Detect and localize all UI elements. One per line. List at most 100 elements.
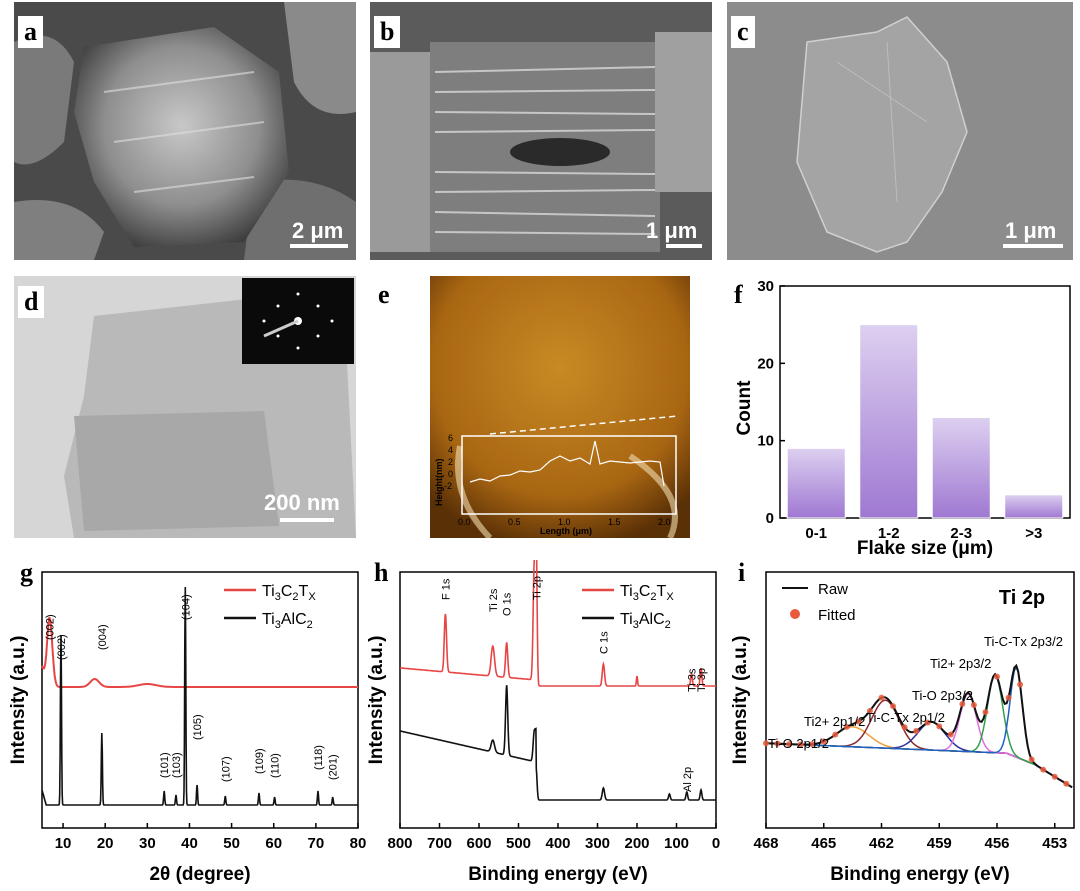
chart-h-xtick-400: 400 bbox=[545, 835, 570, 852]
chart-g-ylabel: Intensity (a.u.) bbox=[8, 636, 29, 765]
chart-i-fitted-point bbox=[947, 731, 954, 738]
chart-g-legend-ti3c2tx: Ti3C2TX bbox=[262, 583, 316, 603]
chart-i-fitted-point bbox=[878, 694, 885, 701]
panel-e-afm-image: 6 4 2 0 -2 0.0 0.5 1.0 1.5 2.0 Length (μ… bbox=[430, 276, 690, 538]
chart-i-fitted-point bbox=[1063, 780, 1070, 787]
chart-f-ytick-0: 0 bbox=[766, 510, 774, 527]
chart-f-bar-1-2 bbox=[859, 324, 919, 519]
chart-g-xlabel: 2θ (degree) bbox=[149, 864, 250, 885]
chart-i-fitted-point bbox=[763, 740, 769, 747]
chart-i-fitted-point bbox=[936, 723, 943, 730]
chart-g-legend-ti3alc2: Ti3AlC2 bbox=[262, 611, 313, 631]
chart-i-fitted-point bbox=[994, 673, 1000, 680]
chart-f-xlabel: Flake size (μm) bbox=[857, 538, 993, 558]
chart-h-peak-ti-2s: Ti 2s bbox=[488, 588, 500, 612]
chart-g-peak-ti3alc2-107-48-5: (107) bbox=[220, 756, 232, 782]
chart-i-label-ti-c-tx-2p3-2: Ti-C-Tx 2p3/2 bbox=[984, 634, 1063, 649]
chart-i-xlabel: Binding energy (eV) bbox=[830, 864, 1009, 885]
chart-g-peak-ti3alc2-103-36-8: (103) bbox=[171, 752, 183, 778]
chart-i-label-ti-o-2p1-2: Ti-O 2p1/2 bbox=[768, 736, 829, 751]
afm-inset-ytick-2: 2 bbox=[448, 457, 453, 467]
chart-h-peak-f-1s: F 1s bbox=[440, 578, 452, 600]
chart-i-fitted-point bbox=[924, 719, 931, 726]
chart-h-peak-ti-3p: Ti 3p bbox=[696, 668, 708, 692]
chart-f-xtick-3: >3 bbox=[1025, 525, 1042, 542]
chart-i-fitted-point bbox=[1040, 766, 1047, 773]
chart-h-peak-ti-3s: Ti 3s bbox=[687, 668, 699, 692]
chart-f-xtick-1-2: 1-2 bbox=[878, 525, 900, 542]
scalebar-d bbox=[280, 518, 334, 522]
chart-i-fitted-point bbox=[890, 703, 897, 710]
chart-h-xtick-600: 600 bbox=[466, 835, 491, 852]
chart-i-fitted-point bbox=[1051, 773, 1058, 780]
chart-g-xrd-pattern: (002)(002) (004) (101) (103) (104) (105) (107)… bbox=[8, 571, 366, 885]
scalebar-label-d: 200 nm bbox=[264, 490, 340, 515]
chart-i-fitted-point bbox=[970, 702, 977, 709]
chart-i-fitted-point bbox=[901, 724, 908, 731]
panel-b-sem-image: b 1 μm bbox=[370, 2, 712, 260]
chart-i-fitted-point bbox=[855, 718, 862, 725]
scalebar-label-b: 1 μm bbox=[646, 218, 698, 243]
panel-label-f: f bbox=[734, 280, 743, 309]
panel-label-c: c bbox=[731, 16, 755, 48]
panel-label-e: e bbox=[378, 280, 390, 309]
chart-g-peak-ti3alc2-110-60-2: (110) bbox=[270, 753, 282, 778]
chart-g-xtick-40: 40 bbox=[181, 835, 198, 852]
panel-label-a: a bbox=[18, 16, 43, 48]
chart-i-xtick-465: 465 bbox=[811, 835, 836, 852]
afm-inset-xtick-10: 1.0 bbox=[558, 517, 571, 527]
panel-d-tem-image: d 200 nm bbox=[14, 276, 356, 538]
afm-inset-xtick-15: 1.5 bbox=[608, 517, 621, 527]
chart-g-xtick-20: 20 bbox=[97, 835, 114, 852]
afm-image-e bbox=[430, 276, 690, 538]
chart-h-xtick-800: 800 bbox=[387, 835, 412, 852]
chart-g-peak-ti3alc2-105-41-8: (105) bbox=[192, 714, 204, 740]
chart-g-peak-ti3alc2-109-56-5: (109) bbox=[254, 748, 266, 774]
afm-inset-ylabel: Height(nm) bbox=[434, 459, 444, 507]
chart-h-legend-ti3c2tx: Ti3C2TX bbox=[620, 583, 674, 603]
chart-g-xtick-60: 60 bbox=[265, 835, 282, 852]
chart-i-fitted-point bbox=[1017, 681, 1024, 688]
chart-h-xtick-700: 700 bbox=[427, 835, 452, 852]
chart-i-fitted-point bbox=[786, 741, 793, 748]
panel-label-b: b bbox=[374, 16, 401, 48]
chart-g-peak-ti3alc2-004-19-2: (004) bbox=[97, 624, 109, 650]
panel-c-sem-image: c 1 μm bbox=[727, 2, 1073, 260]
chart-i-fitted-point bbox=[774, 740, 781, 747]
scalebar-label-a: 2 μm bbox=[292, 218, 344, 243]
chart-i-fitted-point bbox=[832, 731, 839, 738]
chart-h-series-ti3alc2 bbox=[399, 685, 716, 801]
chart-g-peak-ti3alc2-101-34: (101) bbox=[159, 752, 171, 778]
chart-i-fitted-point bbox=[1005, 694, 1012, 701]
scalebar-label-c: 1 μm bbox=[1005, 218, 1057, 243]
chart-i-fitted-point bbox=[809, 741, 816, 748]
chart-f-ylabel: Count bbox=[734, 380, 755, 436]
chart-f-bar-3 bbox=[1004, 494, 1064, 519]
afm-inset-ytick-4: 4 bbox=[448, 445, 453, 455]
chart-g-peak-ti3c2tx-002: (002) bbox=[45, 614, 57, 640]
chart-i-fitted-point bbox=[820, 738, 827, 745]
chart-h-xtick-100: 100 bbox=[664, 835, 689, 852]
scalebar-a bbox=[290, 244, 348, 248]
chart-i-legend-raw: Raw bbox=[818, 581, 848, 598]
panel-label-h: h bbox=[374, 558, 389, 587]
panel-label-g: g bbox=[20, 558, 33, 587]
scalebar-c bbox=[1003, 244, 1063, 248]
chart-h-legend-ti3alc2: Ti3AlC2 bbox=[620, 611, 671, 631]
chart-h-peak-c-1s: C 1s bbox=[598, 631, 610, 654]
chart-i-label-ti-o-2p3-2: Ti-O 2p3/2 bbox=[912, 688, 973, 703]
chart-h-peak-al-2p: Al 2p bbox=[682, 767, 694, 792]
scalebar-b bbox=[666, 244, 702, 248]
chart-g-peak-ti3alc2-201-74: (201) bbox=[328, 754, 340, 780]
chart-g-peak-ti3alc2-002-9-5: (002) bbox=[56, 634, 68, 660]
chart-g-peak-ti3alc2-118-70-5: (118) bbox=[313, 745, 325, 770]
chart-h-ylabel: Intensity (a.u.) bbox=[366, 636, 387, 765]
afm-inset-xtick-05: 0.5 bbox=[508, 517, 521, 527]
afm-inset-ytick-6: 6 bbox=[448, 433, 453, 443]
chart-i-ylabel: Intensity (a.u.) bbox=[730, 636, 751, 765]
chart-i-legend-fitted: Fitted bbox=[818, 607, 856, 624]
chart-g-xtick-50: 50 bbox=[223, 835, 240, 852]
chart-h-peak-ti-2p: Ti 2p bbox=[531, 576, 543, 600]
chart-i-xtick-459: 459 bbox=[927, 835, 952, 852]
afm-inset-ytick-neg2: -2 bbox=[444, 481, 452, 491]
